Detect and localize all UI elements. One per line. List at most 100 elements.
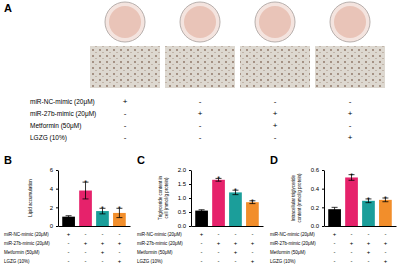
annotation: *	[367, 196, 370, 203]
condition-sign: +	[118, 258, 122, 264]
condition-sign: -	[351, 249, 353, 255]
condition-sign: -	[234, 231, 236, 237]
condition-sign: +	[273, 121, 278, 130]
error-cap	[99, 213, 105, 214]
annotation: *	[118, 205, 121, 212]
condition-sign: -	[124, 133, 127, 142]
condition-sign: +	[367, 249, 371, 255]
condition-sign: -	[334, 240, 336, 246]
y-tick: 1.5	[178, 181, 191, 187]
bar	[246, 202, 259, 226]
condition-sign: +	[333, 231, 337, 237]
bar-panel: BLipid accumulation0246***miR-NC-mimic (…	[4, 154, 131, 264]
x-axis-line	[192, 226, 264, 227]
y-tick-mark	[56, 226, 58, 227]
condition-sign: +	[200, 231, 204, 237]
micrograph	[240, 46, 310, 88]
condition-label: miR-NC-mimic (20μM)	[270, 232, 315, 237]
y-axis: 0.00.20.40.6	[311, 167, 325, 229]
well	[255, 2, 295, 42]
condition-sign: -	[351, 231, 353, 237]
condition-sign: -	[201, 240, 203, 246]
condition-sign: -	[251, 231, 253, 237]
x-axis-line	[325, 226, 397, 227]
condition-sign: -	[334, 258, 336, 264]
condition-sign: -	[199, 133, 202, 142]
plot-marks	[195, 178, 259, 226]
condition-sign: +	[101, 240, 105, 246]
well-stain	[109, 6, 141, 38]
y-tick: 0.4	[311, 186, 324, 192]
condition-sign: -	[218, 258, 220, 264]
condition-sign: -	[68, 240, 70, 246]
micrograph	[90, 46, 160, 88]
condition-sign: -	[101, 231, 103, 237]
condition-label: Metformin (50μM)	[270, 250, 306, 255]
y-axis-title: cell (mmol/g protein)	[164, 177, 169, 218]
condition-sign: -	[68, 249, 70, 255]
bar	[345, 177, 358, 226]
y-tick-mark	[189, 184, 191, 185]
condition-sign: +	[123, 97, 128, 106]
condition-label: miR-27b-mimic (20μM)	[270, 241, 316, 246]
y-tick-label: 0	[50, 223, 54, 229]
bar-panel: DIntracellular triglyceridecontent (mmol…	[270, 154, 397, 264]
annotation: *	[217, 175, 220, 182]
y-tick-mark	[322, 170, 324, 171]
panel-label: D	[270, 154, 278, 166]
micrograph	[315, 46, 385, 88]
y-tick: 0.5	[178, 209, 191, 215]
y-tick: 1.0	[178, 195, 191, 201]
y-tick: 0.0	[178, 223, 191, 229]
bar	[379, 200, 392, 226]
annotation: *	[251, 198, 254, 205]
y-tick: 0.2	[311, 205, 324, 211]
y-tick-label: 0.5	[178, 209, 187, 215]
condition-sign: -	[349, 97, 352, 106]
y-tick-mark	[189, 198, 191, 199]
plot-marks	[62, 182, 126, 226]
y-tick: 2.0	[178, 167, 191, 173]
y-tick-label: 4	[50, 186, 54, 192]
condition-label: LGZG (10%)	[30, 134, 67, 142]
y-tick-label: 0.0	[178, 223, 187, 229]
condition-sign: -	[234, 258, 236, 264]
condition-sign: -	[85, 249, 87, 255]
condition-sign: -	[201, 249, 203, 255]
condition-label: Metformin (50μM)	[137, 250, 173, 255]
y-tick-label: 2	[50, 205, 54, 211]
condition-label: Metformin (50μM)	[30, 122, 81, 130]
y-tick-mark	[322, 189, 324, 190]
condition-sign: -	[199, 121, 202, 130]
y-axis-title: Intracellular triglyceride	[291, 174, 296, 221]
condition-label: miR-27b-mimic (20μM)	[4, 241, 50, 246]
y-axis-line	[191, 171, 192, 227]
y-tick-label: 1.5	[178, 181, 187, 187]
y-tick-label: 0.6	[311, 167, 320, 173]
condition-sign: -	[367, 231, 369, 237]
y-tick-mark	[189, 212, 191, 213]
well	[105, 2, 145, 42]
condition-sign: +	[273, 109, 278, 118]
condition-sign: -	[251, 249, 253, 255]
panel-label: C	[137, 154, 145, 166]
condition-sign: -	[118, 249, 120, 255]
y-tick-label: 6	[50, 167, 54, 173]
y-axis-line	[324, 171, 325, 227]
condition-label: miR-NC-mimic (20μM)	[30, 98, 95, 106]
condition-sign: -	[384, 231, 386, 237]
condition-label: miR-27b-mimic (20μM)	[30, 110, 96, 118]
condition-label: Metformin (50μM)	[4, 250, 40, 255]
condition-sign: -	[124, 121, 127, 130]
error-cap	[349, 180, 355, 181]
y-tick: 2	[50, 205, 58, 211]
y-axis: 0.0 0.5 1.0 1.5 2.0	[178, 167, 192, 229]
condition-sign: -	[85, 258, 87, 264]
bar-panel: C Triglyceride content incell (mmol/g pro…	[137, 154, 264, 264]
y-tick-mark	[56, 189, 58, 190]
y-axis-title: Triglyceride content in	[158, 176, 163, 220]
annotation: *	[84, 179, 87, 186]
y-axis: 0 2 4 6	[50, 167, 59, 229]
condition-sign: +	[348, 109, 353, 118]
y-tick: 6	[50, 167, 58, 173]
